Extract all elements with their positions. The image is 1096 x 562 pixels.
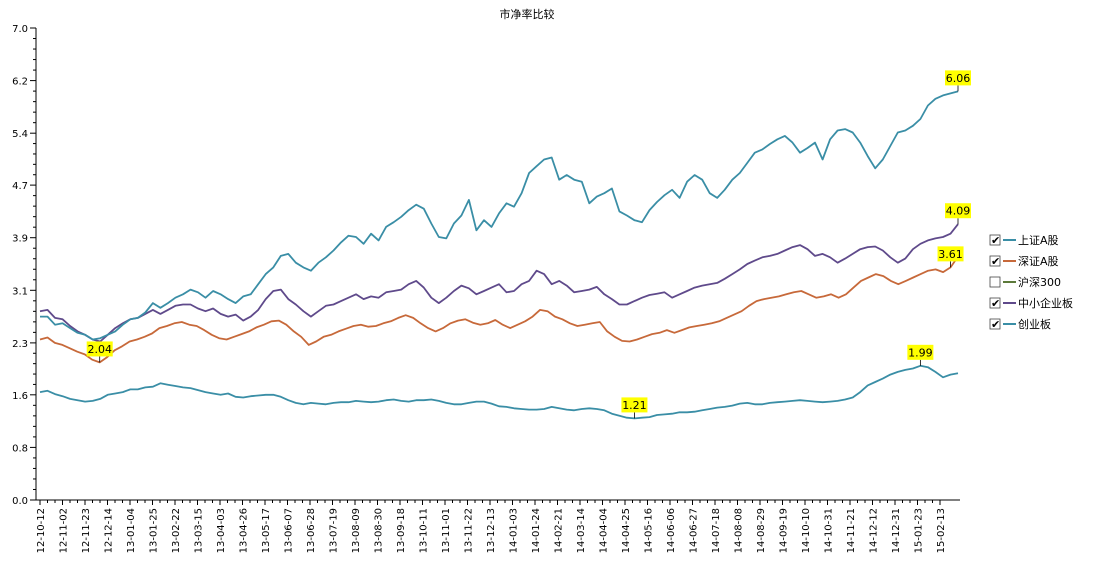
x-tick-label: 13-06-28: [306, 508, 317, 553]
data-label: 1.21: [622, 399, 647, 412]
y-tick-label: 3.9: [12, 234, 28, 245]
data-labels: 6.06 4.09 3.61 2.04 1.99 1.21: [86, 70, 971, 419]
x-tick-label: 13-07-19: [329, 508, 340, 553]
legend-label: 沪深300: [1018, 275, 1061, 289]
x-tick-label: 14-02-21: [554, 508, 565, 553]
legend-checkmark-icon: ✔: [991, 255, 1000, 268]
x-tick-label: 14-10-10: [801, 508, 812, 553]
x-tick-label: 14-04-04: [599, 508, 610, 553]
legend-checkmark-icon: ✔: [991, 318, 1000, 331]
legend-label: 上证A股: [1018, 234, 1059, 247]
x-tick-label: 14-06-27: [689, 508, 700, 553]
data-label-box: [621, 397, 648, 413]
x-tick-label: 13-09-18: [396, 508, 407, 553]
x-tick-label: 14-07-18: [711, 508, 722, 553]
x-tick-label: 13-11-22: [464, 508, 475, 553]
y-tick-label: 2.3: [12, 339, 28, 350]
x-tick-label: 14-08-08: [734, 508, 745, 553]
x-tick-label: 14-06-06: [666, 508, 677, 553]
x-tick-label: 14-10-31: [824, 508, 835, 553]
x-tick-label: 13-06-07: [284, 508, 295, 553]
x-tick-label: 14-01-24: [531, 508, 542, 553]
x-tick-label: 13-05-17: [261, 508, 272, 553]
y-tick-label: 0.8: [12, 443, 28, 454]
x-tick-label: 15-02-13: [936, 508, 947, 553]
y-tick-label: 7.0: [12, 24, 28, 35]
x-tick-label: 14-04-25: [621, 508, 632, 553]
x-tick-label: 14-08-29: [756, 508, 767, 553]
legend-checkbox[interactable]: [989, 276, 1001, 288]
x-tick-label: 13-11-01: [441, 508, 452, 553]
x-tick-label: 12-11-23: [81, 508, 92, 553]
x-tick-label: 13-08-30: [374, 508, 385, 553]
x-tick-label: 14-05-16: [644, 508, 655, 553]
x-axis-ticks: 12-10-12 12-11-02 12-11-23 12-12-14 13-01-04…: [36, 500, 947, 553]
x-tick-label: 14-09-19: [779, 508, 790, 553]
series-line-4: [40, 90, 959, 341]
series-line-3: [39, 223, 959, 343]
legend-checkbox[interactable]: [989, 297, 1001, 309]
data-label-box: [937, 246, 964, 262]
data-label: 3.61: [938, 248, 963, 261]
legend-checkbox[interactable]: [989, 318, 1001, 330]
y-tick-label: 4.7: [12, 181, 28, 192]
x-tick-label: 13-08-09: [351, 508, 362, 553]
x-tick-label: 13-01-04: [126, 508, 137, 553]
series-line-1: [39, 256, 959, 364]
x-tick-label: 13-12-13: [486, 508, 497, 553]
x-tick-label: 13-01-25: [149, 508, 160, 553]
x-tick-label: 14-12-31: [891, 508, 902, 553]
legend-checkmark-icon: ✔: [991, 297, 1000, 310]
series-lines: [39, 90, 959, 420]
x-tick-label: 13-04-03: [216, 508, 227, 553]
x-tick-label: 12-12-14: [104, 508, 115, 553]
chart-title: 市净率比较: [500, 7, 555, 21]
data-label: 6.06: [946, 72, 971, 85]
legend-label: 深证A股: [1018, 255, 1059, 268]
data-label: 2.04: [87, 343, 112, 356]
data-label-box: [945, 203, 971, 219]
x-tick-label: 14-11-21: [846, 508, 857, 553]
y-tick-label: 1.6: [12, 391, 28, 402]
legend-label: 中小企业板: [1018, 296, 1073, 310]
y-tick-label: 5.4: [12, 129, 28, 140]
legend-checkbox[interactable]: [989, 255, 1001, 267]
data-label: 1.99: [908, 346, 933, 359]
series-line-0: [39, 364, 959, 420]
legend-label: 创业板: [1018, 317, 1051, 331]
x-tick-label: 13-04-26: [239, 508, 250, 553]
data-label-box: [945, 70, 971, 86]
x-tick-label: 13-02-22: [171, 508, 182, 553]
legend-checkbox[interactable]: [989, 234, 1001, 246]
x-tick-label: 15-01-23: [914, 508, 925, 553]
x-tick-label: 12-11-02: [59, 508, 70, 553]
y-tick-label: 3.1: [12, 286, 28, 297]
y-axis-ticks: 0.0 0.8 1.6 2.3 3.1 3.9 4.7 5.4 6.2 7.0: [12, 24, 36, 507]
legend-checkmark-icon: ✔: [991, 234, 1000, 247]
data-label-box: [907, 344, 934, 360]
data-label-box: [86, 341, 113, 357]
x-tick-label: 14-01-03: [509, 508, 520, 553]
x-tick-label: 13-03-15: [194, 508, 205, 553]
x-tick-label: 14-12-12: [869, 508, 880, 553]
x-tick-label: 14-03-14: [576, 508, 587, 553]
x-tick-label: 13-10-11: [419, 508, 430, 553]
y-tick-label: 6.2: [12, 77, 28, 88]
x-tick-label: 12-10-12: [36, 508, 47, 553]
data-label: 4.09: [946, 205, 971, 218]
y-tick-label: 0.0: [12, 496, 28, 507]
